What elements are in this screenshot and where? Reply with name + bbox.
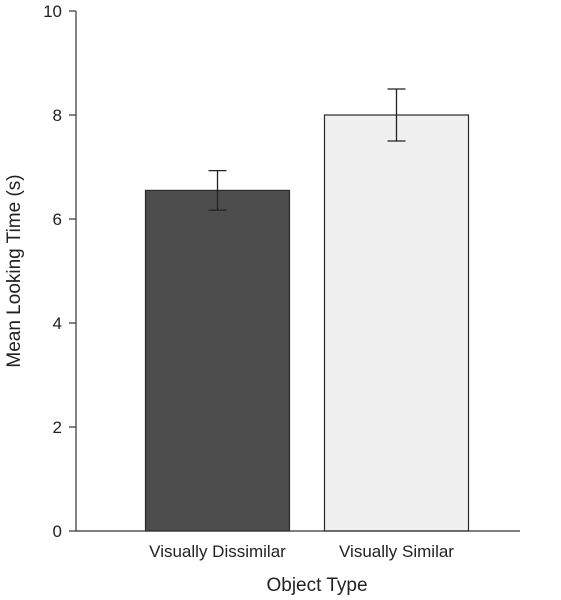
bars: [144, 114, 470, 532]
y-tick-label: 10: [43, 2, 62, 21]
x-tick-label: Visually Dissimilar: [149, 542, 286, 561]
error-bar: [208, 169, 227, 211]
y-tick-label: 0: [53, 522, 62, 541]
error-bar: [387, 88, 406, 142]
x-axis-title: Object Type: [266, 575, 367, 596]
y-axis-ticks: 0 2 4 6 8 10: [43, 2, 76, 541]
y-tick-label: 8: [53, 106, 62, 125]
y-tick-label: 6: [53, 210, 62, 229]
error-bars: [208, 88, 406, 211]
bar-visually-similar: [323, 114, 470, 532]
y-tick-label: 4: [53, 314, 62, 333]
x-tick-label: Visually Similar: [339, 542, 454, 561]
y-tick-label: 2: [53, 418, 62, 437]
x-axis-ticks: Visually Dissimilar Visually Similar: [149, 542, 454, 561]
bar-visually-dissimilar: [144, 189, 291, 532]
y-axis-title: Mean Looking Time (s): [4, 174, 25, 367]
